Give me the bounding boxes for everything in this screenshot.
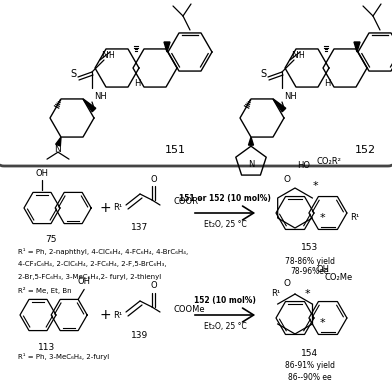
Text: Et₂O, 25 °C: Et₂O, 25 °C (203, 321, 247, 330)
Text: R¹: R¹ (113, 203, 123, 212)
Text: 4-CF₃C₆H₄, 2-ClC₆H₄, 2-FC₆H₄, 2-F,5-BrC₆H₃,: 4-CF₃C₆H₄, 2-ClC₆H₄, 2-FC₆H₄, 2-F,5-BrC₆… (18, 261, 167, 267)
Text: N: N (292, 50, 298, 59)
Text: CO₂R²: CO₂R² (317, 158, 342, 167)
Text: 151 or 152 (10 mol%): 151 or 152 (10 mol%) (179, 194, 271, 203)
Text: 86--90% ee: 86--90% ee (288, 373, 332, 382)
Polygon shape (56, 137, 61, 146)
Text: O: O (151, 282, 157, 291)
Text: COOR²: COOR² (174, 197, 202, 206)
Text: *: * (304, 289, 310, 299)
Text: 152: 152 (354, 145, 376, 155)
Text: 153: 153 (301, 244, 319, 253)
Text: H: H (324, 79, 330, 88)
Text: 137: 137 (131, 224, 149, 233)
Text: S: S (70, 69, 76, 79)
Polygon shape (249, 137, 254, 145)
Text: 151: 151 (165, 145, 185, 155)
Text: 78-96%ee: 78-96%ee (291, 267, 329, 276)
Polygon shape (164, 42, 170, 52)
Text: NH: NH (284, 92, 297, 101)
Text: *: * (320, 318, 326, 328)
Text: 2-Br,5-FC₆H₃, 3-MeC₆H₄,2- furyl, 2-thienyl: 2-Br,5-FC₆H₃, 3-MeC₆H₄,2- furyl, 2-thien… (18, 274, 161, 280)
Text: NH: NH (94, 92, 107, 101)
Text: N: N (54, 145, 62, 154)
Text: OH: OH (317, 264, 330, 273)
Text: HO: HO (297, 161, 310, 170)
Text: H: H (108, 52, 114, 61)
Polygon shape (354, 42, 360, 52)
Text: 75: 75 (45, 235, 57, 244)
Text: N: N (248, 160, 254, 169)
Text: OH: OH (78, 277, 91, 286)
Text: R¹: R¹ (271, 289, 280, 298)
Text: R¹ = Ph, 3-MeC₆H₄, 2-furyl: R¹ = Ph, 3-MeC₆H₄, 2-furyl (18, 353, 109, 360)
Text: R¹: R¹ (350, 213, 359, 222)
FancyBboxPatch shape (0, 0, 392, 166)
Text: Et₂O, 25 °C: Et₂O, 25 °C (203, 219, 247, 228)
Text: +: + (99, 201, 111, 215)
Polygon shape (273, 99, 286, 112)
Text: O: O (283, 280, 290, 289)
Text: CO₂Me: CO₂Me (325, 273, 353, 282)
Text: 152 (10 mol%): 152 (10 mol%) (194, 296, 256, 305)
Text: H: H (298, 52, 304, 61)
Text: H: H (134, 79, 140, 88)
Text: O: O (151, 174, 157, 183)
Text: S: S (260, 69, 266, 79)
Text: 113: 113 (38, 343, 56, 352)
Text: +: + (99, 308, 111, 322)
Text: OH: OH (36, 169, 49, 178)
Text: 78-86% yield: 78-86% yield (285, 256, 335, 265)
Text: R² = Me, Et, Bn: R² = Me, Et, Bn (18, 287, 72, 294)
Text: R¹ = Ph, 2-naphthyl, 4-ClC₆H₄, 4-FC₆H₄, 4-BrC₆H₄,: R¹ = Ph, 2-naphthyl, 4-ClC₆H₄, 4-FC₆H₄, … (18, 248, 188, 255)
Text: 139: 139 (131, 330, 149, 339)
Text: *: * (320, 213, 326, 223)
Text: COOMe: COOMe (174, 305, 206, 314)
Text: 154: 154 (301, 348, 319, 357)
Text: O: O (283, 174, 290, 183)
Text: N: N (102, 50, 108, 59)
Text: *: * (312, 181, 318, 191)
Polygon shape (83, 99, 96, 112)
Text: R¹: R¹ (113, 310, 123, 319)
Text: 86-91% yield: 86-91% yield (285, 362, 335, 371)
